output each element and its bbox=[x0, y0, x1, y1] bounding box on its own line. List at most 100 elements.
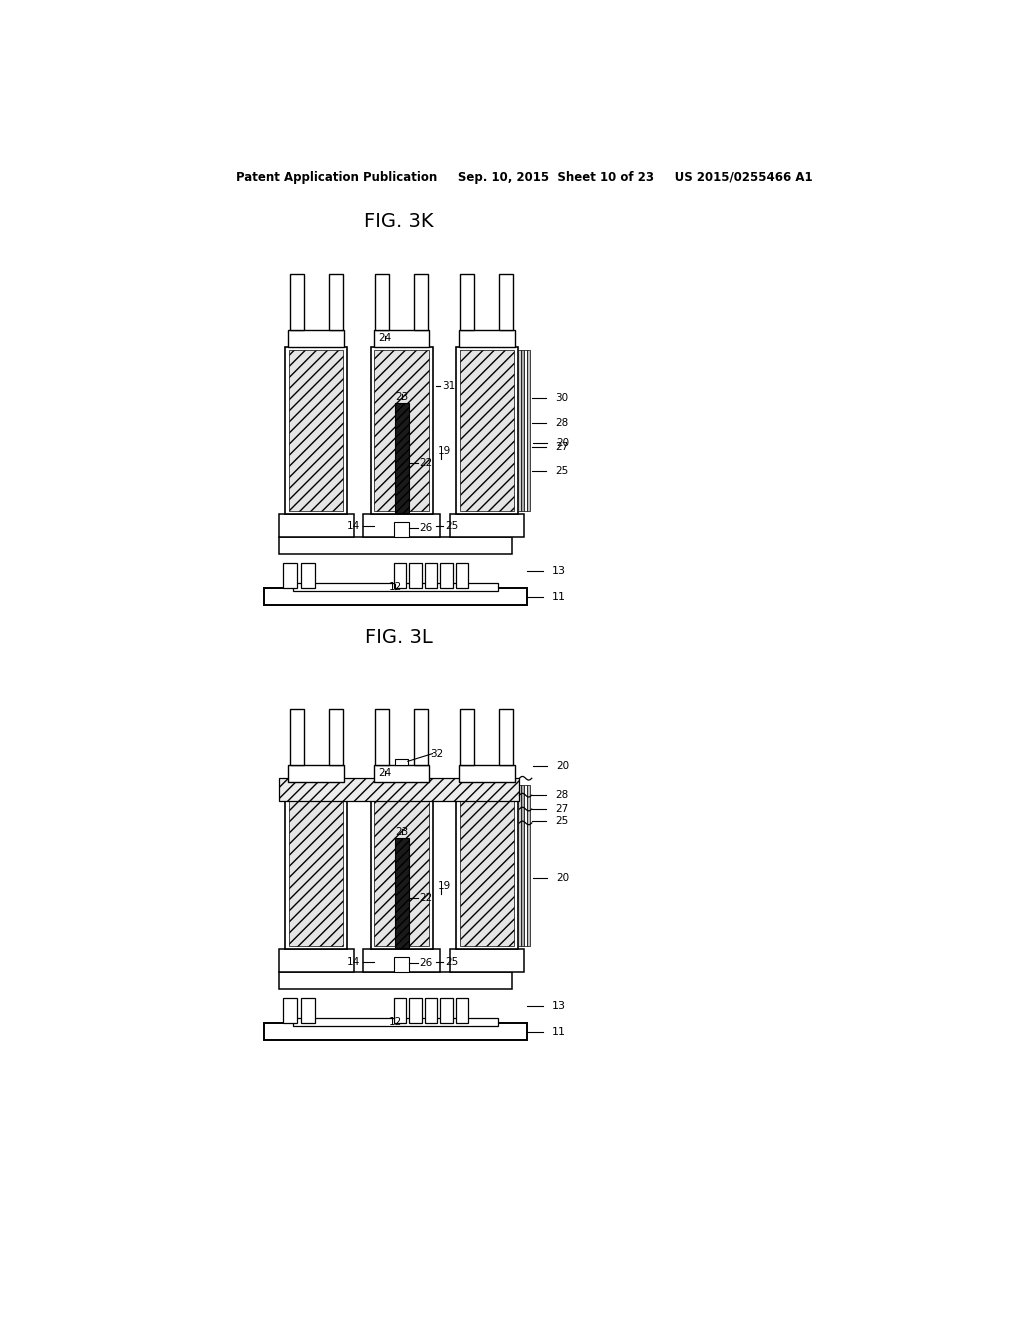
Bar bbox=[500, 709, 513, 766]
Bar bbox=[289, 766, 344, 781]
Bar bbox=[425, 998, 437, 1023]
Text: 13: 13 bbox=[552, 566, 566, 576]
Bar bbox=[450, 949, 524, 973]
Bar bbox=[280, 973, 512, 989]
Bar bbox=[524, 785, 527, 946]
Bar bbox=[440, 998, 453, 1023]
Bar bbox=[456, 562, 468, 589]
Bar bbox=[371, 347, 432, 515]
Bar bbox=[293, 1019, 498, 1026]
Bar bbox=[280, 779, 519, 801]
Bar bbox=[459, 766, 515, 781]
Text: 25: 25 bbox=[445, 521, 458, 532]
Bar bbox=[289, 785, 343, 946]
Text: 26: 26 bbox=[420, 523, 433, 533]
Text: 22: 22 bbox=[420, 892, 433, 903]
Bar bbox=[394, 562, 407, 589]
Text: 14: 14 bbox=[346, 957, 359, 966]
Bar bbox=[362, 949, 440, 973]
Bar bbox=[301, 562, 314, 589]
Text: 28: 28 bbox=[555, 417, 568, 428]
Text: 20: 20 bbox=[557, 760, 569, 771]
Bar bbox=[375, 709, 389, 766]
Bar bbox=[289, 330, 344, 347]
Bar bbox=[521, 350, 524, 511]
Text: 14: 14 bbox=[346, 521, 359, 532]
Text: 20: 20 bbox=[557, 874, 569, 883]
Bar bbox=[456, 998, 468, 1023]
Bar bbox=[450, 513, 524, 537]
Bar bbox=[395, 759, 408, 766]
Bar bbox=[289, 350, 343, 511]
Bar bbox=[263, 1023, 527, 1040]
Bar bbox=[375, 350, 429, 511]
Bar bbox=[290, 275, 304, 330]
Bar bbox=[263, 589, 527, 605]
Bar bbox=[293, 583, 498, 591]
Bar bbox=[521, 785, 524, 946]
Bar bbox=[527, 785, 530, 946]
Bar bbox=[280, 513, 353, 537]
Text: 19: 19 bbox=[437, 880, 451, 891]
Text: Patent Application Publication     Sep. 10, 2015  Sheet 10 of 23     US 2015/025: Patent Application Publication Sep. 10, … bbox=[237, 172, 813, 185]
Text: 11: 11 bbox=[552, 591, 566, 602]
Bar bbox=[374, 766, 429, 781]
Bar bbox=[394, 404, 409, 512]
Bar bbox=[283, 562, 297, 589]
Bar bbox=[414, 709, 428, 766]
Text: 13: 13 bbox=[552, 1001, 566, 1011]
Text: FIG. 3K: FIG. 3K bbox=[365, 213, 434, 231]
Text: 30: 30 bbox=[555, 393, 568, 404]
Text: 12: 12 bbox=[389, 1016, 402, 1027]
Bar bbox=[301, 998, 314, 1023]
Bar bbox=[456, 347, 518, 515]
Bar bbox=[394, 957, 410, 973]
Bar bbox=[362, 513, 440, 537]
Text: 23: 23 bbox=[395, 392, 409, 403]
Bar bbox=[456, 781, 518, 949]
Bar bbox=[286, 781, 347, 949]
Bar bbox=[414, 275, 428, 330]
Text: 25: 25 bbox=[555, 466, 568, 475]
Bar bbox=[280, 537, 512, 554]
Text: 27: 27 bbox=[555, 804, 568, 814]
Bar bbox=[375, 275, 389, 330]
Text: 24: 24 bbox=[378, 333, 391, 343]
Text: 23: 23 bbox=[395, 828, 409, 837]
Bar bbox=[290, 709, 304, 766]
Bar bbox=[425, 562, 437, 589]
Bar bbox=[460, 350, 514, 511]
Bar bbox=[461, 275, 474, 330]
Bar bbox=[375, 785, 429, 946]
Text: 28: 28 bbox=[555, 791, 568, 800]
Text: 22: 22 bbox=[420, 458, 433, 467]
Bar bbox=[518, 785, 521, 946]
Text: 24: 24 bbox=[378, 768, 391, 777]
Text: 11: 11 bbox=[552, 1027, 566, 1036]
Bar bbox=[461, 709, 474, 766]
Bar bbox=[459, 330, 515, 347]
Bar bbox=[286, 347, 347, 515]
Bar bbox=[374, 330, 429, 347]
Text: 25: 25 bbox=[445, 957, 458, 966]
Bar bbox=[280, 949, 353, 973]
Bar bbox=[394, 998, 407, 1023]
Text: 25: 25 bbox=[555, 816, 568, 825]
Bar bbox=[283, 998, 297, 1023]
Bar bbox=[500, 275, 513, 330]
Text: 19: 19 bbox=[437, 446, 451, 455]
Bar bbox=[460, 785, 514, 946]
Bar bbox=[371, 781, 432, 949]
Bar bbox=[394, 838, 409, 948]
Bar bbox=[524, 350, 527, 511]
Bar bbox=[329, 709, 343, 766]
Bar bbox=[410, 998, 422, 1023]
Bar bbox=[410, 562, 422, 589]
Bar bbox=[329, 275, 343, 330]
Text: 20: 20 bbox=[557, 438, 569, 449]
Bar bbox=[394, 521, 410, 537]
Text: 12: 12 bbox=[389, 582, 402, 591]
Text: 32: 32 bbox=[430, 748, 443, 759]
Bar bbox=[440, 562, 453, 589]
Text: FIG. 3L: FIG. 3L bbox=[366, 628, 433, 647]
